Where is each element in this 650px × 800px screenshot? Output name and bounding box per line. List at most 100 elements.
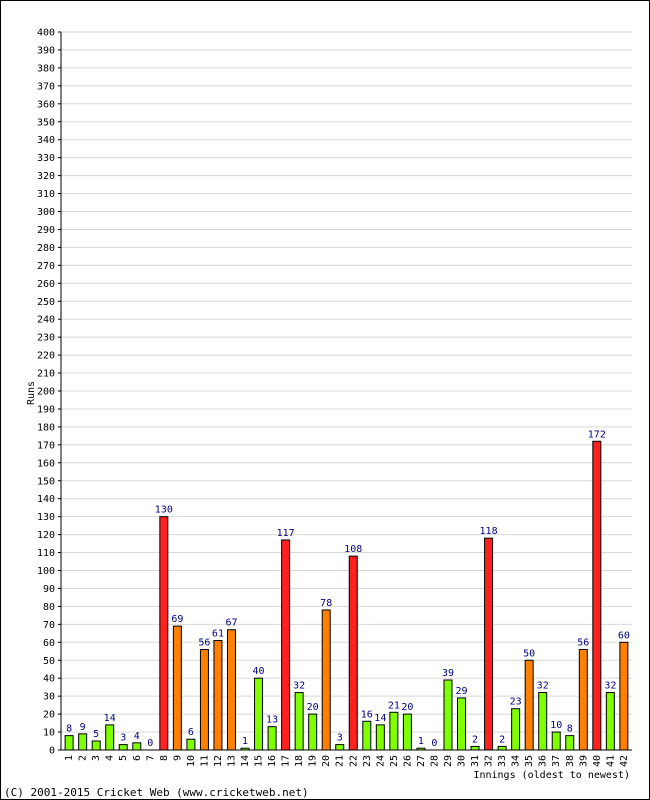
y-axis-label: Runs [26,381,37,405]
bar [551,731,561,751]
value-label: 0 [431,738,437,749]
y-tick-label: 170 [37,440,55,451]
bar [159,516,169,751]
value-label: 13 [266,715,278,726]
x-tick-label: 37 [551,755,562,767]
y-tick-label: 320 [37,171,55,182]
value-label: 1 [242,736,248,747]
value-label: 20 [307,702,319,713]
bar [524,659,534,751]
bar [375,724,385,751]
y-tick-label: 160 [37,458,55,469]
x-tick-label: 40 [592,755,603,767]
y-tick-label: 90 [43,584,55,595]
value-label: 5 [93,729,99,740]
value-label: 2 [499,734,505,745]
value-label: 61 [212,629,224,640]
bar [226,629,236,751]
y-tick-label: 150 [37,476,55,487]
x-tick-label: 42 [619,755,630,767]
y-tick-label: 360 [37,99,55,110]
bar [402,713,412,751]
x-tick-label: 29 [443,755,454,767]
bar [254,677,264,751]
value-label: 16 [361,709,373,720]
value-label: 69 [171,614,183,625]
y-tick-label: 280 [37,243,55,254]
x-tick-label: 16 [267,755,278,767]
y-tick-label: 340 [37,135,55,146]
bars [64,440,629,751]
bar [538,692,548,751]
value-label: 67 [225,618,237,629]
y-tick-label: 100 [37,566,55,577]
bar [484,537,494,751]
x-tick-label: 41 [605,755,616,767]
y-tick-label: 140 [37,494,55,505]
bar [91,740,101,751]
y-tick-label: 190 [37,404,55,415]
x-tick-label: 15 [254,755,265,767]
y-tick-label: 230 [37,333,55,344]
x-tick-label: 31 [470,755,481,767]
x-tick-label: 19 [308,755,319,767]
y-tick-label: 80 [43,602,55,613]
x-tick-label: 1 [64,755,75,761]
value-label: 56 [198,637,210,648]
y-tick-label: 30 [43,692,55,703]
x-tick-label: 22 [348,755,359,767]
bar [281,539,291,751]
x-tick-label: 2 [78,755,89,761]
x-tick-label: 34 [511,755,522,767]
value-label: 130 [155,505,173,516]
bar [213,640,223,751]
y-tick-label: 380 [37,63,55,74]
value-label: 56 [577,637,589,648]
x-tick-label: 25 [389,755,400,767]
y-tick-label: 60 [43,638,55,649]
y-tick-label: 210 [37,369,55,380]
value-label: 8 [66,724,72,735]
bar [118,744,128,751]
value-label: 29 [455,686,467,697]
y-tick-label: 200 [37,387,55,398]
value-label: 60 [618,630,630,641]
bar [565,735,575,751]
y-tick-label: 290 [37,225,55,236]
value-label: 50 [523,648,535,659]
y-tick-label: 20 [43,710,55,721]
value-label: 3 [337,733,343,744]
bar [362,720,372,751]
value-label: 117 [277,528,295,539]
value-label: 32 [537,681,549,692]
value-label: 14 [374,713,386,724]
x-tick-label: 5 [118,755,129,761]
value-label: 40 [253,666,265,677]
value-label: 78 [320,598,332,609]
x-tick-label: 27 [416,755,427,767]
y-tick-label: 300 [37,207,55,218]
x-tick-label: 23 [362,755,373,767]
bar [105,724,115,751]
x-tick-label: 39 [578,755,589,767]
x-tick-label: 21 [335,755,346,767]
y-tick-label: 370 [37,81,55,92]
y-axis-ticks: 0 10 20 30 40 50 60 70 80 90 100 110 120 130 140 150 160… [37,28,61,757]
x-tick-label: 9 [172,755,183,761]
value-label: 10 [550,720,562,731]
y-tick-label: 10 [43,728,55,739]
x-tick-label: 28 [429,755,440,767]
x-axis-label: Innings (oldest to newest) [473,770,630,781]
y-tick-label: 310 [37,189,55,200]
gridlines [61,31,632,733]
y-tick-label: 110 [37,548,55,559]
value-label: 9 [80,722,86,733]
x-tick-label: 6 [132,755,143,761]
y-tick-label: 220 [37,351,55,362]
value-label: 21 [388,700,400,711]
bar [308,713,318,751]
y-tick-label: 0 [49,746,55,757]
x-tick-label: 14 [240,755,251,767]
